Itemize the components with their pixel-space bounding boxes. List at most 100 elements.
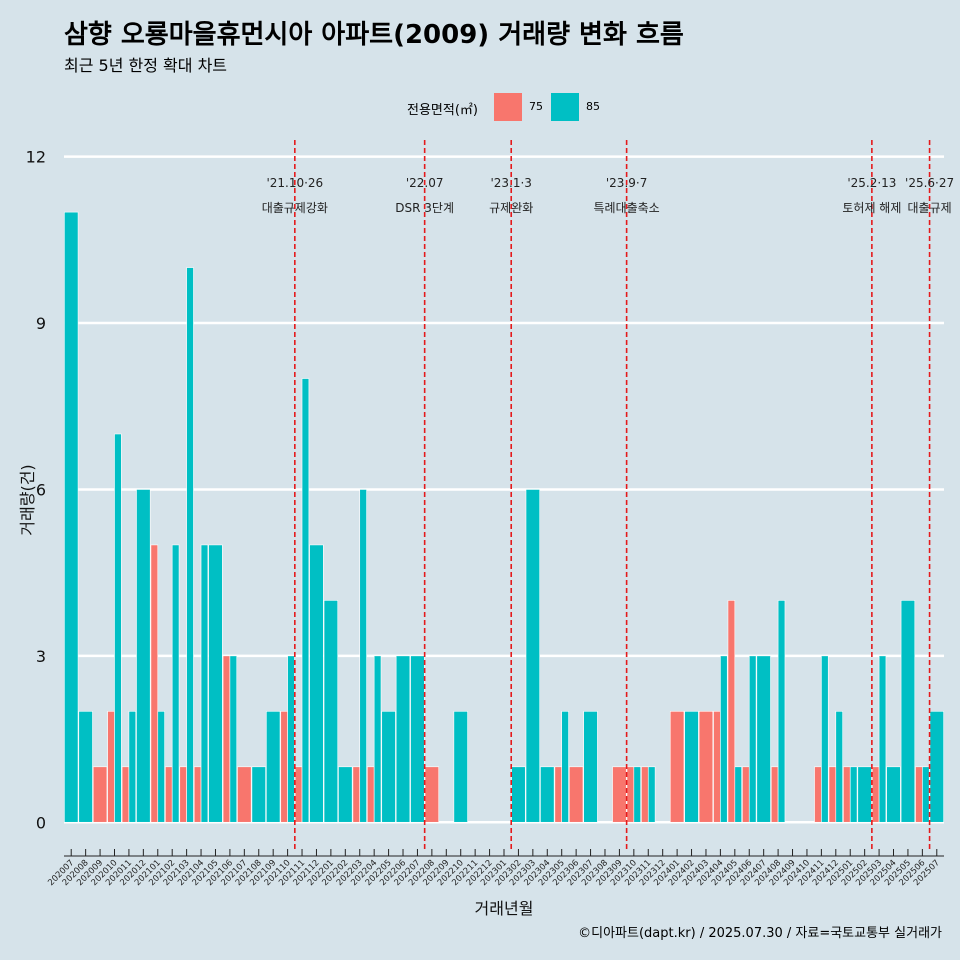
bar-75 <box>828 766 837 823</box>
bar-85 <box>186 267 194 823</box>
event-label: DSR 3단계 <box>395 201 454 215</box>
legend-swatch-75 <box>494 93 522 121</box>
y-tick-label: 9 <box>36 314 46 333</box>
bar-75 <box>814 766 822 823</box>
bar-75 <box>727 600 736 823</box>
bar-85 <box>359 489 367 823</box>
bar-75 <box>92 766 108 823</box>
bar-85 <box>200 544 209 823</box>
bar-85 <box>395 655 411 823</box>
bar-85 <box>886 766 901 823</box>
bar-85 <box>756 655 771 823</box>
bar-85 <box>561 711 569 823</box>
bar-85 <box>878 655 887 823</box>
bar-85 <box>647 766 656 823</box>
event-date: '21.10·26 <box>266 176 323 190</box>
bar-75 <box>121 766 130 823</box>
bar-75 <box>626 766 635 823</box>
y-axis-title: 거래량(건) <box>18 464 37 535</box>
bar-75 <box>742 766 750 823</box>
bar-75 <box>150 544 159 823</box>
bar-75 <box>294 766 303 823</box>
bar-85 <box>373 655 382 823</box>
legend-label-75: 75 <box>529 100 543 113</box>
bar-75 <box>237 766 252 823</box>
event-label: 대출규제강화 <box>262 201 328 215</box>
bar-75 <box>669 711 685 823</box>
bar-85 <box>323 600 339 823</box>
x-axis-title: 거래년월 <box>475 899 534 918</box>
bar-85 <box>684 711 699 823</box>
event-date: '23.9·7 <box>606 176 647 190</box>
bar-75 <box>641 766 649 823</box>
bar-75 <box>367 766 375 823</box>
bar-75 <box>568 766 584 823</box>
event-label: 토허제 해제 <box>842 201 901 215</box>
bar-75 <box>424 766 440 823</box>
bar-85 <box>136 489 151 823</box>
bar-85 <box>251 766 266 823</box>
bar-85 <box>734 766 742 823</box>
bar-75 <box>179 766 187 823</box>
bar-85 <box>857 766 872 823</box>
event-date: '25.2·13 <box>847 176 896 190</box>
bar-85 <box>64 211 79 823</box>
event-date: '22.07 <box>406 176 444 190</box>
bar-85 <box>748 655 757 823</box>
bar-85 <box>540 766 555 823</box>
chart-subtitle: 최근 5년 한정 확대 차트 <box>64 56 228 75</box>
legend: 전용면적(㎡) 75 85 <box>0 92 960 122</box>
bar-85 <box>929 711 944 823</box>
y-tick-label: 3 <box>36 647 46 666</box>
bar-85 <box>309 544 324 823</box>
bar-85 <box>157 711 165 823</box>
y-tick-label: 12 <box>26 148 46 167</box>
bar-85 <box>229 655 238 823</box>
bar-75 <box>165 766 173 823</box>
bar-85 <box>114 433 122 823</box>
bar-85 <box>301 378 310 823</box>
bar-85 <box>266 711 281 823</box>
bar-75 <box>193 766 202 823</box>
event-label: 규제완화 <box>489 201 533 215</box>
event-date: '23.1·3 <box>490 176 531 190</box>
bar-75 <box>843 766 851 823</box>
bar-85 <box>821 655 829 823</box>
bar-75 <box>222 655 231 823</box>
bar-85 <box>583 711 598 823</box>
y-tick-label: 0 <box>36 813 46 832</box>
bar-75 <box>698 711 714 823</box>
bar-85 <box>338 766 353 823</box>
bar-75 <box>352 766 361 823</box>
bar-75 <box>915 766 923 823</box>
source-caption: ©디아파트(dapt.kr) / 2025.07.30 / 자료=국토교통부 실… <box>578 926 942 941</box>
bar-85 <box>128 711 137 823</box>
bar-75 <box>554 766 563 823</box>
bar-85 <box>410 655 425 823</box>
bar-75 <box>713 711 721 823</box>
bar-75 <box>871 766 880 823</box>
bar-85 <box>900 600 916 823</box>
bar-85 <box>78 711 93 823</box>
event-label: 대출규제 <box>907 201 951 215</box>
bar-85 <box>287 655 295 823</box>
bar-85 <box>511 766 526 823</box>
bar-85 <box>171 544 180 823</box>
chart-title: 삼향 오룡마을휴먼시아 아파트(2009) 거래량 변화 흐름 <box>64 20 684 50</box>
legend-label-85: 85 <box>586 100 600 113</box>
event-label: 특례대출축소 <box>593 201 659 215</box>
event-date: '25.6·27 <box>905 176 954 190</box>
bar-85 <box>922 766 930 823</box>
bar-85 <box>633 766 641 823</box>
bar-85 <box>835 711 843 823</box>
bar-85 <box>208 544 223 823</box>
bar-85 <box>525 489 541 823</box>
bar-75 <box>612 766 627 823</box>
bar-85 <box>849 766 858 823</box>
bar-85 <box>720 655 728 823</box>
bar-85 <box>777 600 786 823</box>
bar-75 <box>107 711 115 823</box>
bar-85 <box>381 711 396 823</box>
legend-title: 전용면적(㎡) <box>407 103 478 118</box>
